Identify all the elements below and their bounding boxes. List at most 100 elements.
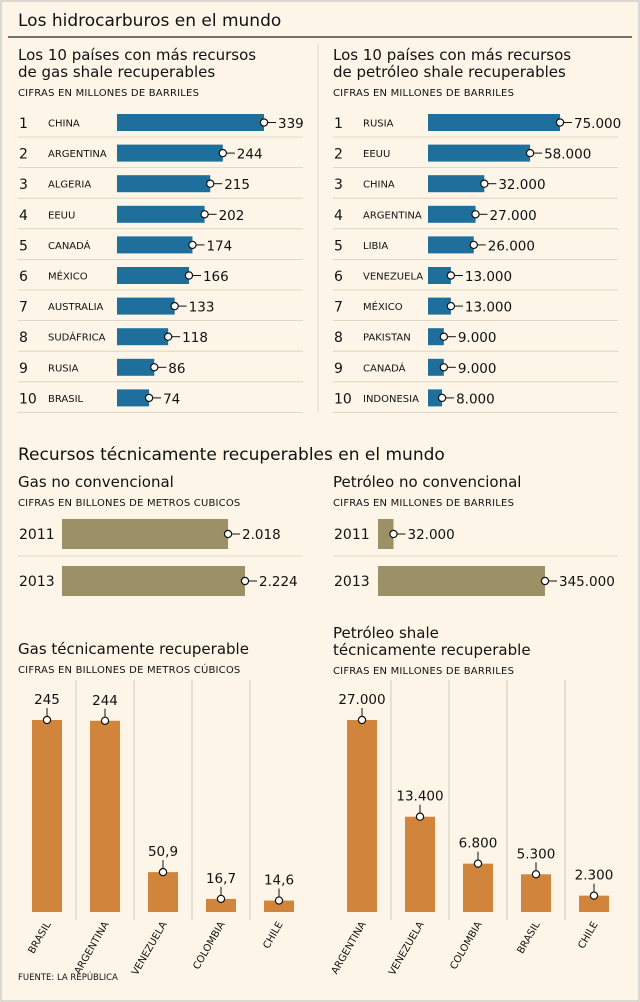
oil-tr-value-marker: [415, 812, 425, 821]
gas-tr-value-label: 245: [34, 692, 60, 708]
gas-top10-value-label: 202: [219, 208, 245, 224]
oil-tr-value-label: 6.800: [459, 836, 498, 852]
gas-top10-value-label: 118: [182, 330, 208, 346]
gas-tr-bar-0: [32, 720, 62, 912]
gas-nc-units: CIFRAS EN BILLONES DE METROS CUBICOS: [18, 498, 240, 509]
oil-top10-value-marker: [446, 301, 456, 311]
oil-top10-rank: 3: [334, 177, 343, 193]
oil-top10-value-label: 9.000: [458, 361, 497, 377]
gas-top10-country-label: BRASIL: [48, 394, 84, 405]
gas-tr-value-marker: [274, 896, 284, 905]
gas-nc-year-label: 2011: [19, 527, 55, 543]
gas-top10-bar-3: [117, 205, 205, 223]
gas-top10-rank: 10: [19, 391, 37, 407]
oil-tr-value-marker: [473, 859, 483, 868]
gas-top10-bar-6: [117, 297, 175, 315]
oil-top10-country-label: PAKISTAN: [363, 333, 411, 344]
oil-top10-value-marker: [471, 210, 480, 219]
oil-top10-value-marker: [555, 118, 565, 127]
gas-top10-value-label: 244: [237, 147, 263, 163]
oil-top10-value-label: 32.000: [498, 177, 545, 193]
gas-nc-bar-1: [62, 566, 245, 596]
oil-top10-country-label: ARGENTINA: [363, 210, 422, 221]
gas-top10-value-marker: [218, 148, 228, 158]
oil-top10-country-label: MÉXICO: [363, 300, 403, 313]
oil-tr-value-label: 2.300: [575, 868, 614, 884]
oil-nc-value-label: 345.000: [559, 574, 615, 590]
oil-top10-bar-5: [428, 267, 451, 284]
oil-top10-units: CIFRAS EN MILLONES DE BARRILES: [333, 88, 514, 99]
oil-top10-value-marker: [480, 179, 489, 188]
oil-top10-value-label: 9.000: [458, 330, 497, 346]
oil-top10-rank: 10: [334, 391, 352, 407]
gas-top10-value-label: 215: [224, 177, 250, 193]
oil-tr-title: técnicamente recuperable: [333, 641, 531, 659]
gas-top10-value-label: 174: [206, 238, 232, 254]
oil-top10-rank: 6: [334, 269, 343, 285]
oil-top10-country-label: CHINA: [363, 180, 395, 191]
oil-top10-country-label: VENEZUELA: [363, 272, 423, 283]
gas-top10-country-label: RUSIA: [48, 363, 79, 374]
gas-top10-rank: 9: [19, 361, 28, 377]
gas-tr-bar-1: [90, 720, 120, 912]
gas-top10-rank: 1: [19, 116, 28, 132]
gas-top10-value-marker: [170, 301, 179, 311]
oil-top10-bar-1: [428, 144, 531, 162]
gas-top10-rank: 3: [19, 177, 28, 193]
gas-top10-bar-7: [117, 328, 169, 346]
oil-top10-rank: 2: [334, 147, 343, 163]
oil-top10-country-label: LIBIA: [363, 241, 388, 252]
main-title: Los hidrocarburos en el mundo: [18, 11, 281, 31]
gas-top10-country-label: EEUU: [48, 210, 75, 221]
gas-top10-bar-2: [117, 175, 211, 193]
oil-top10-title: de petróleo shale recuperables: [333, 63, 566, 81]
gas-top10-country-label: MÉXICO: [48, 270, 88, 283]
gas-tr-bar-2: [148, 872, 178, 912]
gas-top10-units: CIFRAS EN MILLONES DE BARRILES: [18, 88, 199, 99]
oil-top10-value-marker: [525, 148, 535, 158]
oil-tr-title: Petróleo shale: [333, 624, 439, 642]
gas-tr-value-label: 14,6: [264, 873, 294, 889]
oil-nc-value-marker: [540, 576, 550, 586]
gas-top10-bar-5: [117, 267, 189, 284]
gas-nc-year-label: 2013: [19, 574, 55, 590]
oil-top10-bar-9: [428, 389, 443, 407]
gas-top10-value-label: 339: [278, 116, 304, 132]
gas-tr-bar-3: [206, 898, 236, 912]
oil-nc-title: Petróleo no convencional: [333, 473, 521, 491]
gas-tr-title: Gas técnicamente recuperable: [18, 640, 249, 658]
gas-tr-value-marker: [42, 715, 52, 725]
oil-top10-rank: 7: [334, 300, 343, 316]
gas-top10-value-label: 166: [203, 269, 229, 285]
oil-tr-value-label: 5.300: [517, 846, 556, 862]
gas-tr-units: CIFRAS EN BILLONES DE METROS CÚBICOS: [18, 663, 240, 676]
gas-tr-value-marker: [216, 894, 226, 904]
oil-top10-value-marker: [439, 363, 449, 372]
gas-top10-value-label: 74: [163, 391, 180, 407]
gas-top10-rank: 5: [19, 238, 28, 254]
gas-top10-bar-1: [117, 144, 223, 162]
oil-nc-bar-1: [378, 566, 545, 596]
gas-tr-value-label: 16,7: [206, 871, 236, 887]
gas-top10-rank: 7: [19, 300, 28, 316]
oil-tr-value-label: 13.400: [396, 789, 443, 805]
oil-tr-bar-4: [579, 895, 609, 912]
gas-top10-bar-8: [117, 358, 155, 376]
gas-top10-title: de gas shale recuperables: [18, 63, 215, 81]
gas-top10-bar-9: [117, 389, 150, 407]
section2-title: Recursos técnicamente recuperables en el…: [18, 445, 445, 465]
oil-top10-value-label: 26.000: [488, 238, 535, 254]
gas-nc-value-label: 2.224: [259, 574, 298, 590]
oil-top10-value-label: 8.000: [456, 391, 495, 407]
oil-top10-bar-3: [428, 205, 476, 223]
gas-nc-value-marker: [223, 529, 233, 539]
gas-nc-title: Gas no convencional: [18, 473, 174, 491]
oil-tr-value-marker: [357, 715, 367, 725]
oil-top10-bar-0: [428, 114, 560, 131]
oil-top10-country-label: RUSIA: [363, 119, 394, 130]
gas-top10-rank: 8: [19, 330, 28, 346]
gas-top10-bar-4: [117, 236, 193, 254]
oil-top10-bar-2: [428, 175, 485, 193]
